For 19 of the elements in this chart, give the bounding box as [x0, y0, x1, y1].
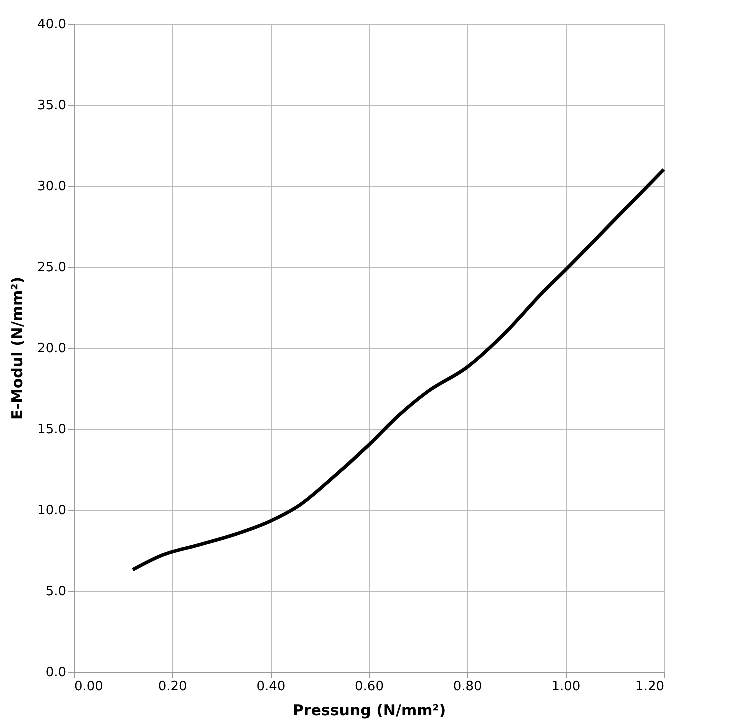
y-tick-label: 5.0: [46, 584, 66, 600]
y-tick-label: 35.0: [38, 98, 66, 114]
x-tick-label: 0.60: [355, 680, 384, 694]
y-tick-label: 15.0: [38, 422, 66, 438]
x-tick-label: 1.20: [636, 680, 664, 694]
x-tick-label: 0.00: [74, 680, 104, 694]
y-tick-label: 25.0: [38, 260, 66, 276]
y-tick-label: 10.0: [38, 504, 66, 518]
y-tick-label: 30.0: [38, 180, 66, 194]
line-series: [131, 168, 666, 572]
x-tick-label: 1.00: [552, 680, 581, 694]
x-tick-label: 0.40: [256, 680, 286, 694]
x-tick-label: 0.20: [158, 680, 188, 694]
y-axis-title: E-Modul (N/mm²): [8, 276, 27, 420]
y-tick-label: 20.0: [38, 342, 66, 356]
x-axis-title: Pressung (N/mm²): [292, 702, 446, 720]
y-tick-label: 0.0: [46, 666, 66, 680]
x-tick-label: 0.80: [453, 680, 482, 694]
y-tick-label: 40.0: [38, 18, 66, 32]
